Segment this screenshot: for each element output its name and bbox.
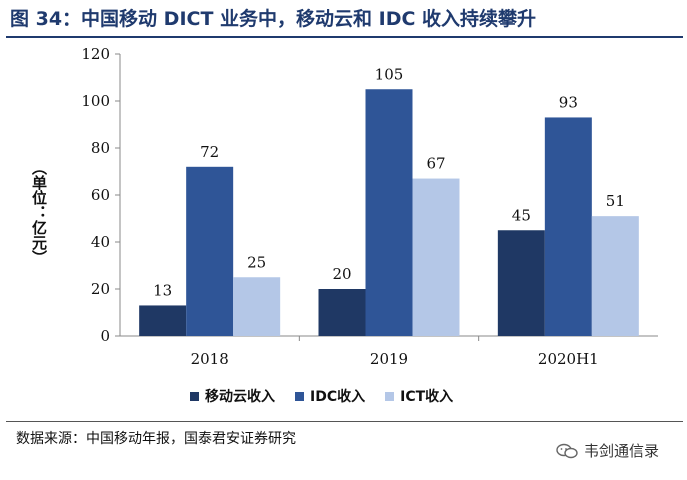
source-rule: [6, 421, 683, 422]
bar: [186, 166, 234, 336]
x-tick-label: 2020H1: [538, 350, 599, 368]
bar: [318, 289, 366, 336]
legend-swatch: [295, 391, 304, 401]
watermark-text: 韦剑通信录: [584, 442, 660, 460]
y-tick-label: 120: [81, 45, 110, 63]
bar-chart: 0 20 40 60 80 100 120 13 72 25 2018 20 105 67 2019 45 9…: [81, 45, 658, 368]
y-tick-label: 60: [91, 186, 110, 204]
data-label: 67: [426, 155, 445, 173]
y-tick-label: 0: [100, 327, 110, 345]
source-note: 数据来源：中国移动年报，国泰君安证券研究: [16, 431, 296, 447]
data-label: 45: [512, 206, 531, 224]
x-tick-label: 2018: [191, 350, 229, 368]
data-label: 51: [606, 192, 625, 210]
chart-labels: 13 72 25 2018 20 105 67 2019 45 93 51 2020H1: [153, 65, 625, 368]
bar: [497, 230, 545, 336]
bar: [591, 216, 639, 336]
data-label: 20: [332, 265, 351, 283]
legend-swatch: [190, 391, 199, 401]
y-tick-label: 80: [91, 139, 110, 157]
x-tick-label: 2019: [370, 350, 408, 368]
y-tick-label: 20: [91, 280, 110, 298]
watermark: 韦剑通信录: [556, 440, 659, 461]
bar: [412, 178, 460, 336]
y-tick-label: 40: [91, 233, 110, 251]
data-label: 72: [200, 143, 219, 161]
legend-swatch: [385, 391, 395, 401]
bar: [365, 89, 413, 336]
legend-item: IDC收入: [295, 386, 365, 406]
wechat-icon: [556, 443, 578, 458]
y-tick-label: 100: [81, 92, 110, 110]
legend-item: 移动云收入: [190, 386, 275, 406]
data-label: 25: [247, 253, 266, 271]
bar: [233, 277, 281, 336]
figure-title: 图 34：中国移动 DICT 业务中，移动云和 IDC 收入持续攀升: [10, 8, 537, 30]
title-rule: [6, 36, 683, 38]
bar: [139, 305, 187, 336]
data-label: 105: [375, 65, 404, 83]
chart-bars: [139, 89, 639, 336]
legend-label: 移动云收入: [205, 389, 275, 405]
y-axis-label: （单位：亿元）: [30, 160, 48, 265]
legend-item: ICT收入: [385, 386, 453, 406]
legend-label: ICT收入: [400, 389, 454, 405]
bar: [544, 117, 592, 336]
legend-label: IDC收入: [310, 389, 366, 405]
chart-legend: 移动云收入 IDC收入 ICT收入: [190, 386, 453, 406]
data-label: 13: [153, 281, 172, 299]
data-label: 93: [559, 93, 578, 111]
